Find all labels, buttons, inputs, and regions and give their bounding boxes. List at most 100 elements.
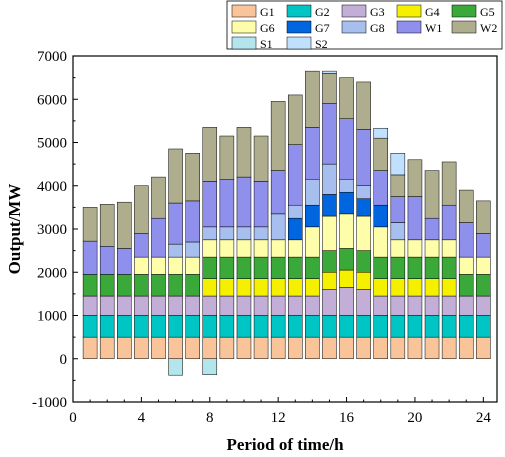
bar-segment-g1-h12 — [270, 336, 286, 360]
bar-segment-s1-h6 — [168, 358, 183, 376]
bar-segment-g7-h13 — [288, 217, 303, 241]
legend-swatch-g4 — [396, 4, 422, 18]
legend-label-g1: G1 — [260, 5, 275, 19]
bar-segment-g6-h18 — [373, 226, 389, 258]
bar-segment-w1-h10 — [236, 176, 252, 228]
bar-segment-g1-h2 — [99, 336, 115, 360]
bar-segment-w2-h20 — [407, 159, 423, 197]
bar-segment-g8-h8 — [202, 226, 218, 241]
x-tick-label: 8 — [206, 410, 214, 426]
x-tick-label: 12 — [271, 410, 286, 426]
bar-segment-g5-h10 — [236, 256, 252, 279]
bar-segment-g6-h17 — [356, 215, 371, 251]
bar-segment-g1-h22 — [441, 336, 457, 360]
bar-segment-g6-h24 — [476, 256, 491, 275]
bar-segment-w2-h11 — [253, 135, 269, 182]
bar-segment-g5-h12 — [270, 256, 286, 279]
bar-segment-g2-h7 — [185, 315, 200, 338]
bar-segment-g1-h10 — [236, 336, 252, 360]
bar-segment-g4-h15 — [322, 272, 337, 290]
bar-segment-g1-h6 — [168, 336, 183, 360]
bar-segment-g5-h6 — [168, 274, 183, 297]
bar-segment-g5-h23 — [458, 274, 474, 297]
bar-segment-g1-h24 — [476, 336, 491, 360]
bar-segment-g6-h10 — [236, 239, 252, 258]
bar-segment-g6-h23 — [458, 256, 474, 275]
legend-swatch-g2 — [286, 4, 312, 18]
bar-segment-g3-h16 — [339, 287, 354, 316]
legend-label-w1: W1 — [425, 21, 442, 35]
bar-segment-g8-h6 — [168, 243, 183, 258]
bar-segment-g5-h2 — [99, 274, 115, 297]
bar-segment-g4-h13 — [288, 278, 303, 297]
bar-segment-g2-h5 — [151, 315, 166, 338]
bar-segment-g8-h19 — [390, 222, 406, 241]
bar-segment-g5-h1 — [82, 274, 98, 297]
bar-segment-g1-h21 — [424, 336, 440, 360]
bar-segment-g6-h9 — [219, 239, 235, 258]
y-tick-label: 7000 — [37, 49, 67, 65]
bar-segment-g5-h11 — [253, 256, 269, 279]
bar-segment-w1-h16 — [339, 118, 354, 180]
bar-segment-g1-h1 — [82, 336, 98, 360]
bar-segment-g2-h2 — [99, 315, 115, 338]
legend-label-g8: G8 — [370, 21, 385, 35]
bar-segment-w2-h18 — [373, 137, 389, 171]
bar-segment-g3-h23 — [458, 295, 474, 316]
x-tick-label: 16 — [339, 410, 355, 426]
bar-segment-g2-h18 — [373, 315, 389, 338]
bar-segment-g3-h15 — [322, 289, 337, 316]
x-tick-label: 20 — [407, 410, 422, 426]
bar-segment-g1-h20 — [407, 336, 423, 360]
bar-segment-w1-h20 — [407, 196, 423, 241]
bar-segment-g3-h22 — [441, 295, 457, 316]
bar-segment-w1-h2 — [99, 246, 115, 275]
bar-segment-g8-h10 — [236, 226, 252, 241]
bar-segment-g6-h5 — [151, 256, 166, 275]
legend-label-g5: G5 — [480, 5, 495, 19]
bar-segment-w1-h23 — [458, 222, 474, 258]
bar-segment-g1-h17 — [356, 336, 371, 360]
bar-segment-g6-h11 — [253, 239, 269, 258]
bar-segment-g3-h18 — [373, 295, 389, 316]
bar-segment-g5-h20 — [407, 256, 423, 279]
bar-segment-g2-h3 — [117, 315, 132, 338]
x-axis-title: Period of time/h — [226, 435, 344, 454]
bar-segment-w2-h22 — [441, 161, 457, 206]
bar-segment-g2-h12 — [270, 315, 286, 338]
legend-label-g3: G3 — [370, 5, 385, 19]
legend-swatch-g5 — [451, 4, 477, 18]
bar-segment-g4-h18 — [373, 278, 389, 297]
legend-swatch-g3 — [341, 4, 367, 18]
bar-segment-g6-h13 — [288, 239, 303, 258]
bar-segment-g7-h14 — [305, 204, 320, 228]
bar-segment-g8-h13 — [288, 204, 303, 219]
bar-segment-g8-h17 — [356, 185, 371, 199]
bar-segment-w1-h3 — [117, 248, 132, 275]
bar-segment-g5-h5 — [151, 274, 166, 297]
legend-swatch-g8 — [341, 20, 367, 34]
x-axis-ticks: 0 4 8 12 16 20 24 — [69, 397, 491, 426]
bar-segment-w1-h5 — [151, 217, 166, 258]
bar-segment-w2-h13 — [288, 94, 303, 145]
legend-label-g6: G6 — [260, 21, 275, 35]
y-tick-label: 2000 — [37, 265, 67, 281]
y-tick-label: 6000 — [37, 92, 67, 108]
bar-segment-g1-h23 — [458, 336, 474, 360]
bar-segment-g3-h10 — [236, 295, 252, 316]
bar-segment-g2-h16 — [339, 315, 354, 338]
bar-segment-g6-h6 — [168, 256, 183, 275]
bar-segment-g5-h16 — [339, 248, 354, 271]
bar-segment-g4-h21 — [424, 278, 440, 297]
bar-segment-g4-h19 — [390, 278, 406, 297]
bar-segment-w2-h10 — [236, 127, 252, 178]
bar-segment-s2-h15 — [322, 70, 337, 74]
bar-segment-g5-h22 — [441, 256, 457, 279]
bar-segment-g2-h15 — [322, 315, 337, 338]
bar-segment-w2-h12 — [270, 101, 286, 171]
bar-segment-g2-h4 — [134, 315, 149, 338]
bar-segment-g4-h8 — [202, 278, 218, 297]
bar-segment-g5-h17 — [356, 250, 371, 273]
bar-segment-g7-h17 — [356, 198, 371, 217]
